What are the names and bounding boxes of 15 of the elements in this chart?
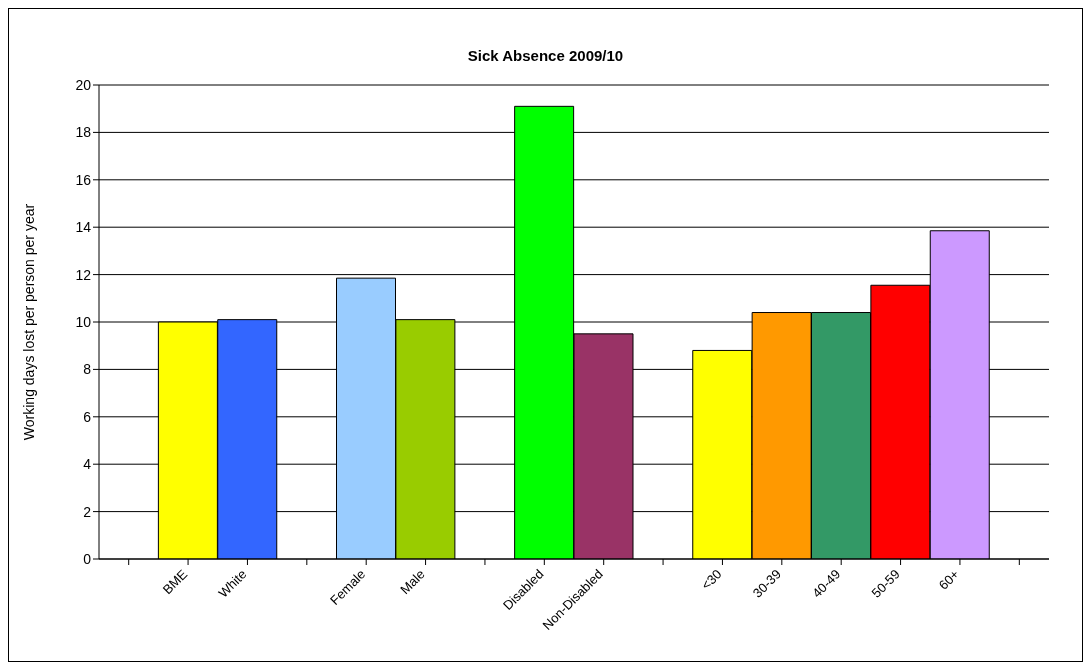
x-tick-label: <30 bbox=[698, 566, 725, 593]
y-tick-label: 14 bbox=[75, 219, 92, 236]
y-axis-title: Working days lost per person per year bbox=[20, 203, 37, 441]
y-tick-label: 18 bbox=[75, 124, 92, 141]
y-tick-label: 8 bbox=[83, 361, 92, 378]
y-tick-label: 16 bbox=[75, 171, 92, 188]
y-tick-label: 0 bbox=[83, 550, 92, 567]
y-tick-label: 6 bbox=[83, 408, 92, 425]
x-tick-label: 60+ bbox=[935, 566, 963, 593]
y-tick-label: 2 bbox=[83, 503, 92, 520]
y-tick-label: 20 bbox=[75, 76, 92, 93]
y-tick-label: 10 bbox=[75, 313, 92, 330]
y-tick-label: 12 bbox=[75, 266, 92, 283]
y-tick-label: 4 bbox=[83, 456, 92, 473]
chart-title: Sick Absence 2009/10 bbox=[466, 47, 625, 64]
